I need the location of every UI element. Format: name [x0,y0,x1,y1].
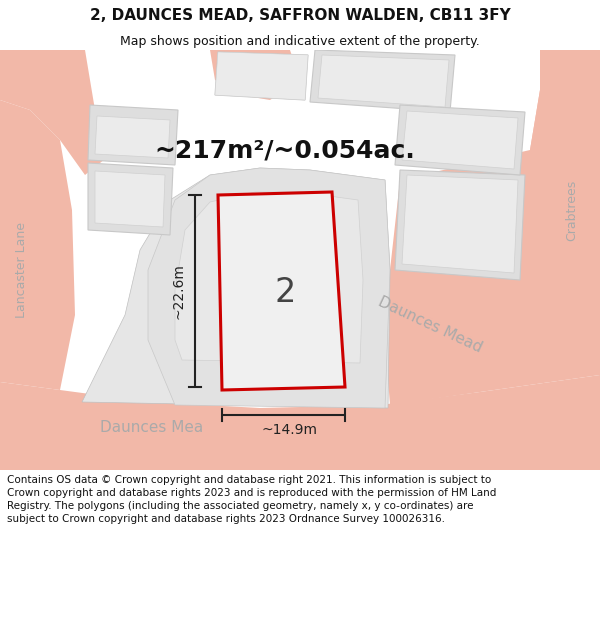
Polygon shape [395,105,525,175]
Polygon shape [525,50,600,375]
Polygon shape [175,192,363,363]
Text: 2: 2 [274,276,296,309]
Polygon shape [88,163,173,235]
Polygon shape [82,168,390,408]
Polygon shape [395,170,525,280]
Polygon shape [310,50,455,112]
Text: Lancaster Lane: Lancaster Lane [16,222,29,318]
Text: Contains OS data © Crown copyright and database right 2021. This information is : Contains OS data © Crown copyright and d… [7,474,497,524]
Polygon shape [318,55,449,107]
Text: Daunces Mea: Daunces Mea [100,421,203,436]
Text: 2, DAUNCES MEAD, SAFFRON WALDEN, CB11 3FY: 2, DAUNCES MEAD, SAFFRON WALDEN, CB11 3F… [89,8,511,22]
Text: ~14.9m: ~14.9m [262,423,317,437]
Text: Daunces Mead: Daunces Mead [376,294,484,356]
Text: Crabtrees: Crabtrees [566,179,578,241]
Polygon shape [95,116,170,158]
Text: Map shows position and indicative extent of the property.: Map shows position and indicative extent… [120,34,480,48]
Polygon shape [88,105,178,165]
Text: ~22.6m: ~22.6m [171,263,185,319]
Polygon shape [95,171,165,227]
Polygon shape [215,52,308,100]
Polygon shape [0,50,110,175]
Polygon shape [215,52,308,100]
Polygon shape [0,375,600,470]
Polygon shape [385,50,600,405]
Polygon shape [148,168,390,408]
Polygon shape [402,175,518,273]
Polygon shape [210,50,300,100]
Polygon shape [218,192,345,390]
Text: ~217m²/~0.054ac.: ~217m²/~0.054ac. [155,138,415,162]
Polygon shape [0,100,75,390]
Polygon shape [402,111,518,169]
